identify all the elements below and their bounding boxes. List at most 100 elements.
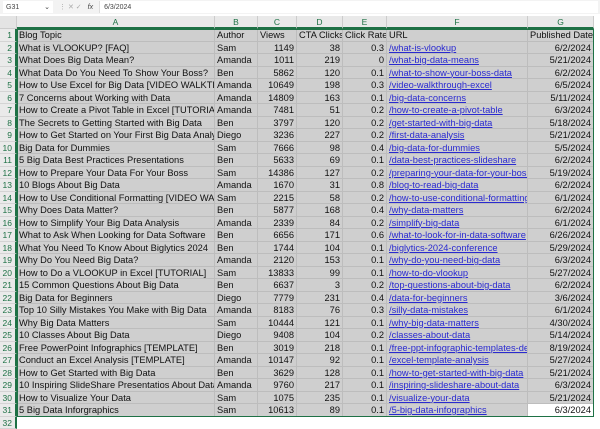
url-link[interactable]: /simplify-big-data	[387, 216, 528, 229]
table-cell[interactable]: Ben	[215, 154, 258, 167]
table-cell[interactable]: 3236	[258, 129, 297, 142]
table-cell[interactable]: 1075	[258, 391, 297, 404]
table-cell[interactable]: How to Create a Pivot Table in Excel [TU…	[17, 104, 215, 117]
row-header[interactable]: 24	[0, 316, 17, 329]
table-cell[interactable]: 5/21/2024	[528, 129, 594, 142]
url-link[interactable]: /big-data-concerns	[387, 91, 528, 104]
table-cell[interactable]: 128	[297, 366, 343, 379]
table-cell[interactable]: 84	[297, 216, 343, 229]
row-header[interactable]: 10	[0, 141, 17, 154]
table-cell[interactable]: 5/11/2024	[528, 91, 594, 104]
table-cell[interactable]: 1670	[258, 179, 297, 192]
table-cell[interactable]: 0.1	[343, 379, 387, 392]
table-cell[interactable]: 7481	[258, 104, 297, 117]
table-cell[interactable]: 168	[297, 204, 343, 217]
table-cell[interactable]: 6/2/2024	[528, 279, 594, 292]
table-cell[interactable]: Sam	[215, 266, 258, 279]
table-cell[interactable]: Diego	[215, 129, 258, 142]
table-cell[interactable]: 6/3/2024	[528, 254, 594, 267]
cancel-icon[interactable]: ⋮ ✕ ✓	[59, 4, 82, 11]
table-cell[interactable]: 5633	[258, 154, 297, 167]
table-cell[interactable]: Sam	[215, 191, 258, 204]
table-cell[interactable]: 3797	[258, 116, 297, 129]
table-cell[interactable]: 6/5/2024	[528, 79, 594, 92]
table-cell[interactable]: 0.1	[343, 391, 387, 404]
table-cell[interactable]: 6/1/2024	[528, 191, 594, 204]
table-cell[interactable]: 0.4	[343, 204, 387, 217]
table-cell[interactable]: 0.1	[343, 366, 387, 379]
table-cell[interactable]: 0.8	[343, 179, 387, 192]
table-cell[interactable]: Amanda	[215, 379, 258, 392]
table-cell[interactable]: How to Visualize Your Data	[17, 391, 215, 404]
url-link[interactable]: /biglytics-2024-conference	[387, 241, 528, 254]
table-cell[interactable]: Amanda	[215, 54, 258, 67]
row-header[interactable]: 2	[0, 41, 17, 54]
row-header[interactable]: 1	[0, 29, 17, 42]
row-header[interactable]: 22	[0, 291, 17, 304]
table-cell[interactable]: 0.1	[343, 154, 387, 167]
url-link[interactable]: /top-questions-about-big-data	[387, 279, 528, 292]
chevron-down-icon[interactable]: ⌄	[44, 4, 50, 11]
table-cell[interactable]: Why Does Data Matter?	[17, 204, 215, 217]
row-header[interactable]: 11	[0, 154, 17, 167]
table-cell[interactable]: Diego	[215, 291, 258, 304]
table-cell[interactable]: 6/26/2024	[528, 229, 594, 242]
table-cell[interactable]: Free PowerPoint Infographics [TEMPLATE]	[17, 341, 215, 354]
table-cell[interactable]: 163	[297, 91, 343, 104]
row-header[interactable]: 32	[0, 416, 17, 429]
table-cell[interactable]: Sam	[215, 141, 258, 154]
table-cell[interactable]: Amanda	[215, 91, 258, 104]
table-cell[interactable]: 0	[343, 54, 387, 67]
table-cell[interactable]: 6/2/2024	[528, 66, 594, 79]
table-cell[interactable]: How to Simplify Your Big Data Analysis	[17, 216, 215, 229]
table-cell[interactable]: Sam	[215, 41, 258, 54]
table-cell[interactable]: 7 Concerns about Working with Data	[17, 91, 215, 104]
table-cell[interactable]: Amanda	[215, 354, 258, 367]
table-cell[interactable]: 0.2	[343, 191, 387, 204]
url-link[interactable]: /what-is-vlookup	[387, 41, 528, 54]
table-cell[interactable]: What Data Do You Need To Show Your Boss?	[17, 66, 215, 79]
table-cell[interactable]: 6/3/2024	[528, 104, 594, 117]
table-cell[interactable]: Sam	[215, 316, 258, 329]
table-cell[interactable]: 218	[297, 341, 343, 354]
row-header[interactable]: 17	[0, 229, 17, 242]
table-cell[interactable]: Why Do You Need Big Data?	[17, 254, 215, 267]
table-cell[interactable]: 198	[297, 79, 343, 92]
table-cell[interactable]: 1744	[258, 241, 297, 254]
row-header[interactable]: 12	[0, 166, 17, 179]
table-cell[interactable]: Amanda	[215, 179, 258, 192]
header-cell[interactable]: Published Date	[528, 29, 594, 42]
table-cell[interactable]: 8/19/2024	[528, 341, 594, 354]
row-header[interactable]: 23	[0, 304, 17, 317]
table-cell[interactable]: 5877	[258, 204, 297, 217]
table-cell[interactable]: 5862	[258, 66, 297, 79]
table-cell[interactable]: 13833	[258, 266, 297, 279]
table-cell[interactable]: 14809	[258, 91, 297, 104]
table-cell[interactable]: 0.2	[343, 166, 387, 179]
row-header[interactable]: 5	[0, 79, 17, 92]
table-cell[interactable]: 0.1	[343, 404, 387, 417]
table-cell[interactable]: 0.2	[343, 329, 387, 342]
table-cell[interactable]: 51	[297, 104, 343, 117]
column-header-G[interactable]: G	[528, 16, 594, 29]
table-cell[interactable]: Ben	[215, 366, 258, 379]
table-cell[interactable]: 227	[297, 129, 343, 142]
table-cell[interactable]: 5/18/2024	[528, 116, 594, 129]
table-cell[interactable]: Ben	[215, 241, 258, 254]
url-link[interactable]: /why-data-matters	[387, 204, 528, 217]
table-cell[interactable]: 15 Common Questions About Big Data	[17, 279, 215, 292]
column-header-F[interactable]: F	[387, 16, 528, 29]
table-cell[interactable]: 6/2/2024	[528, 204, 594, 217]
table-cell[interactable]: What to Ask When Looking for Data Softwa…	[17, 229, 215, 242]
table-cell[interactable]: 10 Classes About Big Data	[17, 329, 215, 342]
row-header[interactable]: 27	[0, 354, 17, 367]
table-cell[interactable]: 0.2	[343, 279, 387, 292]
table-cell[interactable]: 0.3	[343, 41, 387, 54]
table-cell[interactable]: Conduct an Excel Analysis [TEMPLATE]	[17, 354, 215, 367]
table-cell[interactable]: 0.1	[343, 254, 387, 267]
row-header[interactable]: 8	[0, 116, 17, 129]
table-cell[interactable]: 153	[297, 254, 343, 267]
row-header[interactable]: 7	[0, 104, 17, 117]
table-cell[interactable]: 5/21/2024	[528, 54, 594, 67]
table-cell[interactable]: Amanda	[215, 254, 258, 267]
